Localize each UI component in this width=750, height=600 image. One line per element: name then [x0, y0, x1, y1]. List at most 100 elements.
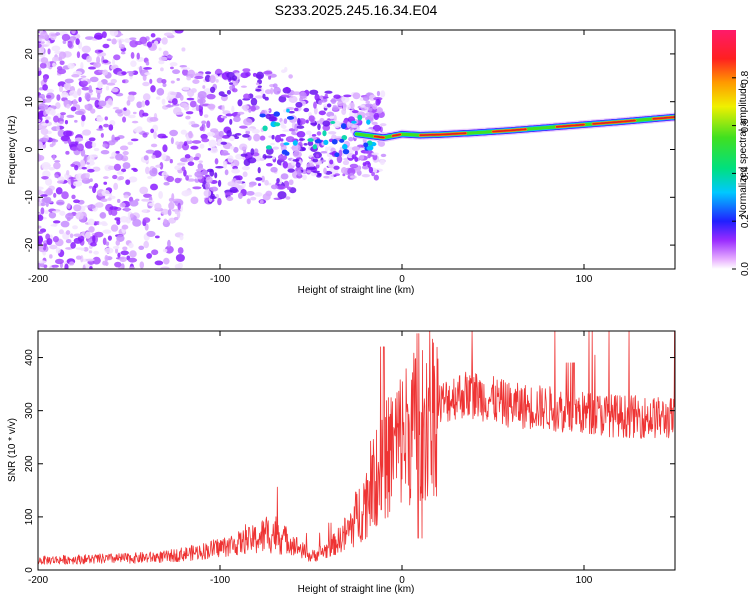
spectrogram-cell [177, 202, 181, 211]
spectrogram-cell [226, 130, 232, 137]
spectrogram-cell [56, 199, 65, 206]
spectrogram-cell [94, 32, 103, 40]
spectrogram-cell [124, 38, 131, 43]
spectrogram-cell-bright [357, 114, 363, 121]
spectrogram-cell [272, 83, 278, 89]
spectrogram-cell [307, 166, 317, 170]
spectrogram-cell [40, 31, 48, 40]
spectrogram-cell [132, 168, 138, 172]
spectrogram-cell [340, 166, 348, 174]
spectrogram-cell [246, 190, 255, 196]
spectrogram-cell [288, 95, 298, 103]
spectrogram-cell [371, 152, 379, 156]
spectrogram-cell [95, 221, 100, 225]
spectrogram-cell [259, 135, 266, 141]
spectrogram-cell-bright [273, 111, 280, 117]
spectrogram-cell [317, 172, 322, 177]
spectrogram-cell [295, 162, 301, 168]
spectrogram-cell [205, 176, 213, 184]
spectrogram-cell [221, 104, 225, 112]
spectrogram-cell [149, 78, 153, 84]
spectrogram-cell [170, 80, 175, 84]
spectrogram-cell [119, 145, 129, 151]
spectrogram-cell [229, 118, 233, 125]
spectrogram-cell [156, 88, 165, 96]
spectrogram-cell [172, 198, 182, 202]
spectrogram-cell [55, 247, 61, 254]
spectrogram-cell [61, 191, 69, 200]
spectrogram-cell [51, 210, 60, 213]
spectrogram-cell [232, 75, 238, 81]
spectrogram-cell [47, 48, 51, 55]
spectrogram-cell-bright [342, 143, 348, 150]
spectrogram-cell [129, 40, 138, 48]
spectrogram-cell [93, 62, 102, 68]
spectrogram-cell [142, 217, 151, 223]
spectrogram-cell [102, 69, 109, 76]
spectrogram-cell [87, 204, 96, 209]
spectrogram-cell [255, 88, 262, 92]
spectrogram-cell [167, 209, 172, 216]
spectrogram-cell [170, 137, 174, 145]
spectrogram-cell [288, 179, 294, 186]
spectrogram-cell [59, 210, 66, 216]
spectrogram-cell [198, 160, 203, 163]
spectrogram-cell [188, 130, 193, 139]
spectrogram-cell [287, 168, 295, 173]
spectrogram-cell [111, 58, 116, 66]
spectrogram-cell [217, 197, 222, 206]
spectrogram-cell [123, 109, 131, 117]
spectrogram-cell [342, 119, 349, 124]
spectrogram-cell [130, 60, 137, 68]
spectrogram-cell [115, 153, 124, 161]
spectrogram-cell [46, 88, 55, 93]
spectrogram-cell [150, 85, 156, 93]
spectrogram-cell [39, 137, 49, 143]
spectrogram-cell [89, 178, 93, 183]
spectrogram-cell [185, 115, 191, 120]
spectrogram-cell [342, 173, 346, 177]
spectrogram-cell [126, 71, 135, 74]
spectrogram-cell [114, 109, 123, 114]
spectrogram-cell [80, 61, 84, 70]
spectrogram-cell [43, 110, 47, 116]
spectrogram-cell [231, 105, 235, 114]
colorbar-gradient [712, 30, 736, 269]
spectrogram-cell [313, 101, 317, 109]
spectrogram-cell [90, 108, 96, 114]
spectrogram-cell [244, 127, 254, 132]
spectrogram-cell [38, 231, 44, 234]
spectrogram-cell [259, 199, 264, 204]
spectrogram-cell [163, 257, 170, 265]
spectrogram-cell [107, 165, 116, 171]
spectrogram-cell [237, 99, 243, 107]
spectrogram-cell [55, 258, 64, 265]
spectrogram-cell [226, 89, 232, 95]
spectrogram-cell [146, 230, 156, 238]
spectrogram-cell [294, 107, 299, 112]
spectrogram-cell [110, 65, 117, 70]
spectrogram-cell [243, 118, 253, 126]
spectrogram-cell-bright [286, 108, 290, 113]
spectrogram-cell [200, 133, 208, 140]
spectrogram-cell-bright [363, 142, 369, 148]
spectrogram-cell [58, 56, 63, 61]
spectrogram-cell [333, 114, 337, 122]
spectrogram-cell [365, 103, 373, 108]
spectrogram-cell [324, 90, 333, 94]
spectrogram-cell [284, 86, 290, 92]
spectrogram-cell [365, 100, 370, 104]
spectrogram-cell [229, 186, 238, 194]
spectrogram-cell [243, 93, 251, 100]
spectrogram-cell-bright [334, 152, 340, 158]
spectrogram-cell [181, 166, 186, 172]
spectrogram-cell [139, 186, 149, 195]
spectrogram-ridge-core [492, 128, 527, 133]
spectrogram-cell [248, 109, 252, 113]
spectrogram-cell [99, 212, 107, 219]
spectrogram-cell [118, 39, 122, 48]
spectrogram-cell [110, 209, 118, 216]
spectrogram-cell [128, 266, 135, 269]
spectrogram-cell [160, 266, 170, 269]
spectrogram-cell [86, 165, 91, 170]
